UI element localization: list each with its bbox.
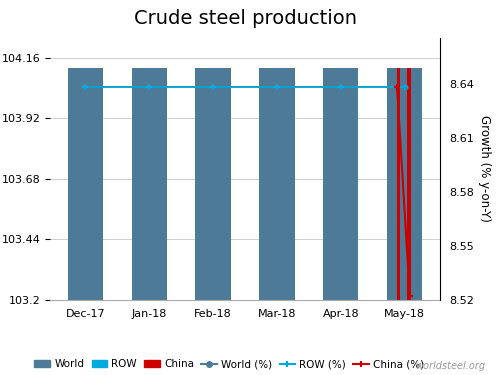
Bar [396,68,400,300]
Y-axis label: Growth (% y-on-Y): Growth (% y-on-Y) [478,116,492,222]
Text: worldsteel.org: worldsteel.org [415,361,485,371]
Bar [387,68,422,300]
Legend: World, ROW, China, World (%), ROW (%), China (%): World, ROW, China, World (%), ROW (%), C… [30,355,428,374]
Bar [68,68,103,300]
Title: Crude steel production: Crude steel production [134,9,356,28]
Bar [408,68,411,300]
Bar [132,68,166,300]
Bar [196,68,230,300]
Bar [260,68,294,300]
Bar [324,68,358,300]
